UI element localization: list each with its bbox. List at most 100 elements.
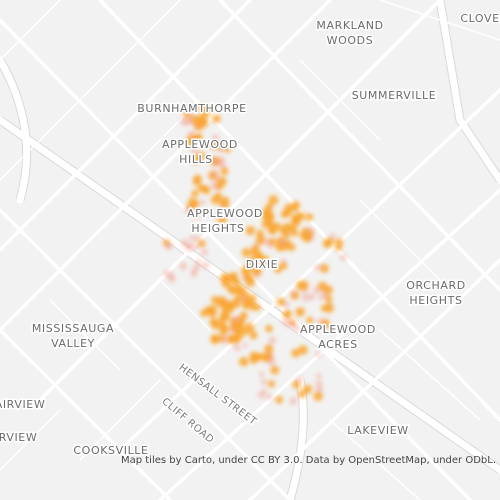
heat-point xyxy=(339,253,347,262)
heat-point xyxy=(250,244,260,254)
heat-point xyxy=(197,103,207,112)
heat-point xyxy=(266,393,273,400)
heat-point xyxy=(245,225,256,236)
place-label: MISSISSAUGA VALLEY xyxy=(32,322,114,350)
heat-point xyxy=(191,189,199,198)
heat-point xyxy=(255,235,266,245)
heat-point xyxy=(280,210,290,219)
heat-point xyxy=(306,227,315,235)
heat-point xyxy=(184,104,193,113)
place-label: RVIEW xyxy=(0,431,37,444)
heat-point xyxy=(193,243,199,249)
heat-point xyxy=(233,335,241,343)
heat-point xyxy=(314,264,321,271)
heat-point xyxy=(227,285,235,294)
heat-point xyxy=(312,286,321,295)
place-label: ORCHARD HEIGHTS xyxy=(406,279,466,307)
heat-point xyxy=(267,357,276,366)
heat-point xyxy=(196,141,204,149)
heat-point xyxy=(313,391,323,402)
heat-point xyxy=(197,184,205,192)
heat-point xyxy=(260,378,268,385)
heat-point xyxy=(190,146,198,154)
heat-point xyxy=(263,238,272,246)
heat-point xyxy=(241,267,251,277)
heat-point xyxy=(242,302,250,310)
heat-point xyxy=(289,397,298,405)
heat-point xyxy=(221,200,230,209)
heat-point xyxy=(321,318,330,327)
heat-point xyxy=(298,345,308,355)
heat-point xyxy=(290,321,298,329)
heat-point xyxy=(223,335,229,341)
heat-point xyxy=(290,229,298,237)
heat-point xyxy=(168,275,176,283)
heat-point xyxy=(265,324,273,333)
heat-point xyxy=(296,211,306,221)
heat-point xyxy=(305,213,314,222)
heat-point xyxy=(232,278,240,286)
heat-point xyxy=(306,316,314,325)
heat-point xyxy=(266,212,275,221)
heat-point xyxy=(264,344,274,354)
place-label: MARKLAND WOODS xyxy=(316,19,383,47)
heat-point xyxy=(244,322,255,333)
heat-point xyxy=(334,243,343,252)
heat-point xyxy=(268,336,277,345)
place-label: LAKEVIEW xyxy=(347,424,408,437)
heat-point xyxy=(195,259,202,265)
heat-point xyxy=(261,388,268,394)
heat-point xyxy=(186,117,194,125)
heat-point xyxy=(283,301,290,308)
heat-point xyxy=(194,235,202,242)
heat-point xyxy=(189,235,196,242)
heat-point xyxy=(201,249,209,256)
heat-point xyxy=(188,112,195,119)
heat-point xyxy=(211,158,219,167)
heat-point xyxy=(205,305,213,314)
heat-point xyxy=(193,263,201,271)
heat-point xyxy=(315,386,323,394)
heat-point xyxy=(229,326,236,333)
heat-point xyxy=(279,261,288,270)
place-label: CLOVE xyxy=(460,12,499,25)
heat-point xyxy=(238,356,249,367)
heat-point xyxy=(267,380,276,388)
heat-point xyxy=(274,265,282,274)
heat-point xyxy=(324,295,333,304)
heat-point xyxy=(299,280,309,291)
heat-point xyxy=(190,199,200,209)
street-label: CLIFF ROAD xyxy=(159,396,215,446)
heat-point xyxy=(292,380,301,389)
heat-point xyxy=(254,272,260,278)
heat-point xyxy=(268,352,274,358)
place-label: APPLEWOOD ACRES xyxy=(300,323,376,351)
heat-point xyxy=(193,214,200,221)
heat-point xyxy=(183,111,191,119)
heat-point xyxy=(276,297,286,307)
place-label: BURNHAMTHORPE xyxy=(137,102,246,115)
heat-point xyxy=(217,296,227,306)
heat-point xyxy=(295,307,305,317)
attribution: Map tiles by Carto, under CC BY 3.0. Dat… xyxy=(121,455,496,466)
heat-point xyxy=(219,147,225,153)
heat-point xyxy=(194,123,201,130)
heat-point xyxy=(197,239,206,248)
heat-point xyxy=(308,236,314,242)
heat-point xyxy=(322,239,332,249)
heat-point xyxy=(249,331,258,340)
place-label: APPLEWOOD HEIGHTS xyxy=(187,207,263,235)
heat-point xyxy=(324,303,334,313)
heat-point xyxy=(270,365,280,375)
heat-point xyxy=(330,232,337,239)
heat-point xyxy=(303,384,313,394)
heat-point xyxy=(266,219,274,227)
heat-point xyxy=(226,334,236,344)
heat-point xyxy=(291,216,301,227)
heat-point xyxy=(299,230,309,240)
heat-point xyxy=(180,238,188,247)
heat-point xyxy=(163,269,171,277)
heat-point xyxy=(187,137,196,146)
heat-point xyxy=(231,315,240,324)
